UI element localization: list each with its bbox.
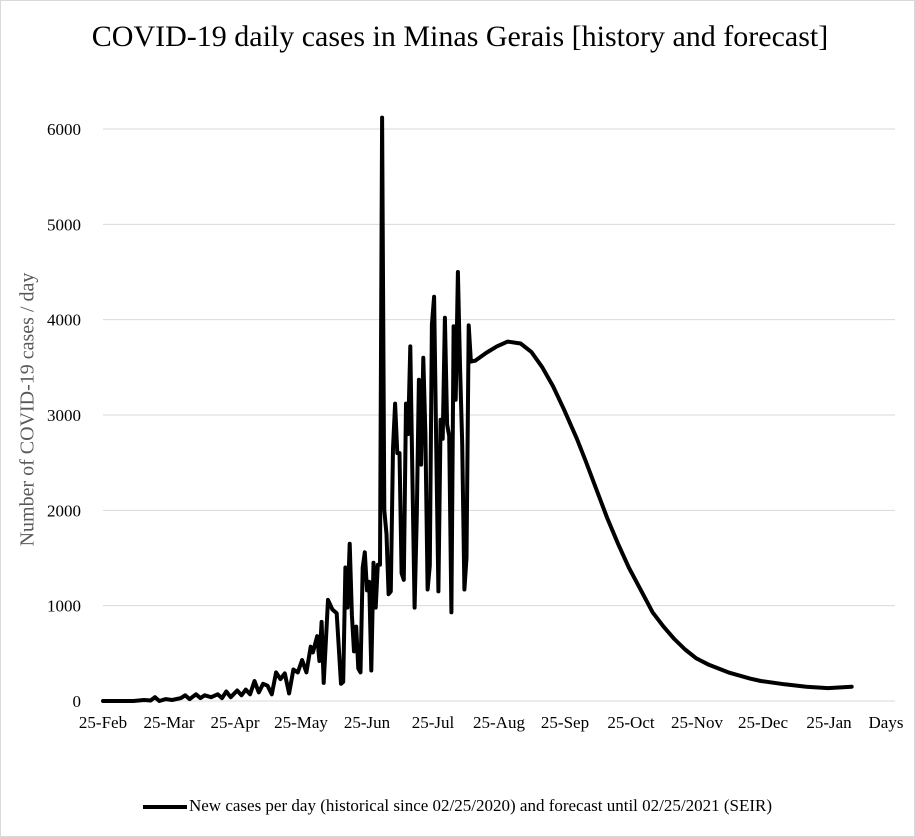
y-tick-label-4000: 4000 bbox=[47, 311, 81, 330]
x-tick-label-25-Aug: 25-Aug bbox=[473, 713, 525, 732]
gridlines bbox=[103, 128, 895, 702]
x-axis-label: Days bbox=[869, 713, 904, 732]
y-tick-label-6000: 6000 bbox=[47, 120, 81, 139]
x-tick-label-25-Mar: 25-Mar bbox=[144, 713, 195, 732]
series-line-0 bbox=[101, 115, 854, 703]
x-tick-label-25-May: 25-May bbox=[274, 713, 328, 732]
x-tick-label-25-Apr: 25-Apr bbox=[210, 713, 259, 732]
y-tick-label-3000: 3000 bbox=[47, 406, 81, 425]
x-tick-label-25-Dec: 25-Dec bbox=[738, 713, 788, 732]
y-tick-labels: 0 1000 2000 3000 4000 5000 6000 bbox=[47, 120, 81, 711]
legend-swatch bbox=[142, 805, 187, 810]
series-lines bbox=[101, 115, 854, 703]
legend: New cases per day (historical since 02/2… bbox=[0, 796, 915, 816]
x-tick-labels: 25-Feb 25-Mar 25-Apr 25-May 25-Jun 25-Jul 25-A… bbox=[79, 713, 852, 732]
y-tick-label-2000: 2000 bbox=[47, 501, 81, 520]
chart-title: COVID-19 daily cases in Minas Gerais [hi… bbox=[91, 20, 829, 53]
x-tick-label-25-Jan: 25-Jan bbox=[806, 713, 852, 732]
x-tick-label-25-Oct: 25-Oct bbox=[607, 713, 654, 732]
x-tick-label-25-Jul: 25-Jul bbox=[412, 713, 455, 732]
y-tick-label-5000: 5000 bbox=[47, 215, 81, 234]
x-tick-label-25-Feb: 25-Feb bbox=[79, 713, 127, 732]
x-tick-label-25-Nov: 25-Nov bbox=[671, 713, 723, 732]
y-tick-label-1000: 1000 bbox=[47, 597, 81, 616]
legend-label: New cases per day (historical since 02/2… bbox=[188, 796, 773, 815]
x-tick-label-25-Sep: 25-Sep bbox=[541, 713, 589, 732]
y-tick-label-0: 0 bbox=[73, 692, 82, 711]
x-tick-label-25-Jun: 25-Jun bbox=[344, 713, 391, 732]
